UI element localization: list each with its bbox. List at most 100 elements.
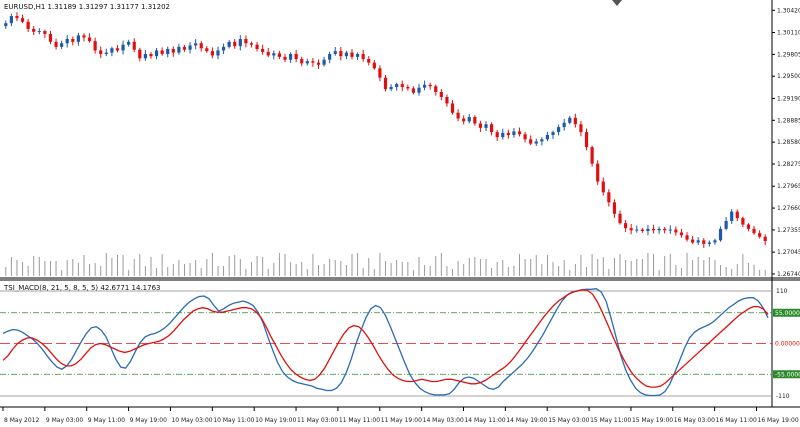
candle-body [288,54,293,60]
candle-body [272,53,276,56]
candle-body [54,41,58,47]
candle-body [300,59,304,64]
candle-body [60,43,64,47]
candle-body [255,44,259,49]
candle-body [182,46,187,50]
candle-body [478,123,483,128]
candle-body [316,62,321,65]
candle-body [579,124,583,133]
candle-body [65,38,69,44]
time-axis: 8 May 2012 9 May 03:00 9 May 11:00 9 May 19… [2,407,799,424]
candle-body [618,213,622,224]
candle-body [763,236,767,242]
candle-body [456,112,460,119]
candle-body [378,68,382,78]
candle-body [322,59,326,65]
candle-body [166,48,170,55]
indicator-lines [0,288,772,397]
candle-body [121,44,125,51]
candle-body [696,240,700,243]
candle-body [607,192,611,203]
price-tick-label: 1.28885 [777,117,800,124]
candle-body [277,53,282,57]
time-tick-label: 15 May 03:00 [548,417,589,424]
candle-body [422,84,427,88]
time-tick-label: 10 May 19:00 [255,417,296,424]
price-tick-label: 1.28275 [777,161,800,168]
price-tick-label: 1.27045 [777,249,800,256]
chart-shift-marker-icon[interactable] [612,0,622,6]
candle-body [138,49,142,59]
time-tick-label: 14 May 19:00 [506,417,547,424]
time-tick-label: 8 May 2012 [4,417,39,424]
candle-body [646,228,650,232]
candle-body [663,228,667,231]
candle-body [573,117,577,125]
time-tick-label: 9 May 11:00 [88,417,126,424]
price-tick-label: 1.27965 [777,183,800,190]
candle-body [501,132,505,138]
candle-body [76,35,80,42]
candles [4,12,767,248]
candle-body [177,46,181,53]
candle-body [523,134,527,140]
candle-body [718,228,723,241]
candle-body [389,86,393,90]
candle-body [439,91,443,98]
candle-body [37,31,41,33]
candle-body [746,224,751,229]
candle-body [590,147,594,164]
series-line-tsi [2,288,769,397]
candle-body [221,46,226,51]
price-tick-label: 1.29500 [777,73,800,80]
candle-body [713,240,717,243]
candle-body [199,43,203,49]
candle-body [445,97,449,104]
candle-body [367,59,371,63]
candle-body [596,163,600,182]
candle-body [311,61,315,63]
time-tick-label: 10 May 11:00 [213,417,254,424]
level-zero-badge: 0.00000 [775,341,800,348]
candle-body [294,54,298,60]
candle-body [395,84,399,87]
level-zero-badge-bg [773,339,800,348]
candle-body [233,41,237,47]
indicator-axis: 110 -110 55.0000 0.00000 -55.0000 [773,288,800,400]
candle-body [540,139,544,142]
candle-body [489,124,494,133]
candle-body [143,54,147,59]
candle-body [210,51,214,56]
candle-body [48,33,53,42]
candle-body [261,48,265,52]
candle-body [149,54,153,57]
candle-body [657,228,661,231]
time-tick-label: 15 May 11:00 [590,417,631,424]
candle-body [115,48,120,51]
price-tick-label: 1.27355 [777,227,800,234]
candle-body [668,229,672,231]
candle-body [601,181,605,193]
candle-body [679,232,684,236]
candle-body [372,62,376,69]
candle-body [154,50,159,57]
candle-body [741,218,745,225]
candle-body [735,211,739,219]
candle-body [512,131,516,135]
level-lower-badge: -55.0000 [775,371,800,378]
candle-body [244,38,248,44]
time-tick-label: 16 May 03:00 [674,417,715,424]
time-tick-label: 15 May 19:00 [632,417,673,424]
indicator-header: TSI_MACD(8, 21, 5, 8, 5, 5) 42.6771 14.1… [3,284,161,292]
candle-body [428,84,432,87]
candle-body [216,50,220,56]
candle-body [127,41,131,45]
candle-body [32,28,36,32]
time-tick-label: 10 May 03:00 [171,417,212,424]
candle-body [450,103,455,113]
candle-body [724,220,728,229]
candle-body [328,54,332,60]
main-plot-area [0,0,772,278]
candle-body [551,132,555,135]
